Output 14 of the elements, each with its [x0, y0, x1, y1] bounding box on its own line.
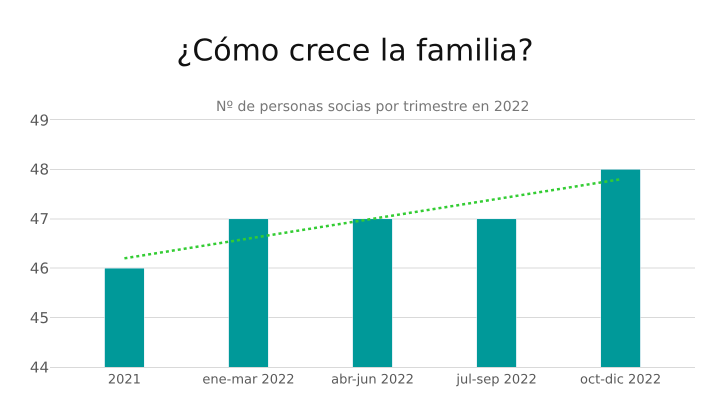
x-tick-label: jul-sep 2022: [455, 372, 537, 388]
y-tick-label: 47: [30, 210, 49, 228]
y-tick-label: 48: [30, 160, 49, 179]
x-tick-label: 2021: [108, 372, 141, 388]
y-tick-label: 46: [30, 259, 49, 278]
x-tick-label: abr-jun 2022: [331, 372, 414, 388]
chart-title: ¿Cómo crece la familia?: [176, 34, 534, 69]
y-tick-label: 44: [30, 358, 49, 376]
chart-subtitle: Nº de personas socias por trimestre en 2022: [216, 99, 530, 115]
line-series: [123, 178, 622, 260]
y-tick-label: 49: [30, 111, 49, 130]
x-tick-label: ene-mar 2022: [202, 372, 295, 388]
x-tick-label: oct-dic 2022: [580, 372, 662, 388]
y-tick-label: 45: [30, 308, 49, 327]
